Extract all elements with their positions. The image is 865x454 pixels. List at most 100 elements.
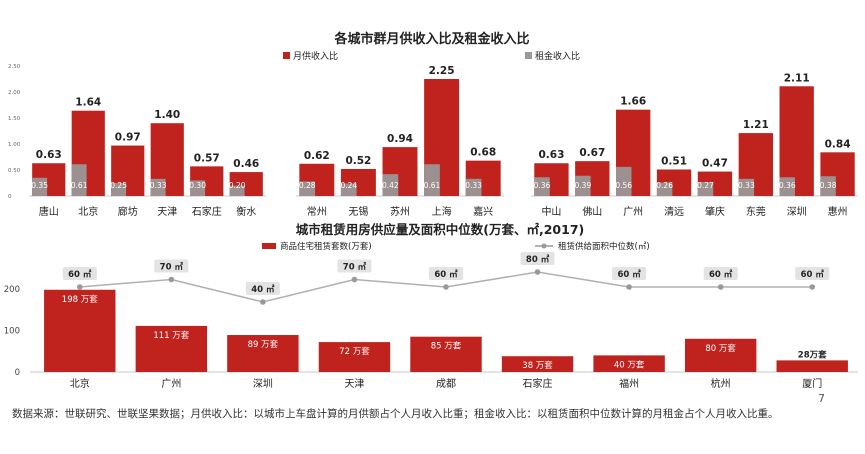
data-label: 0.28 [299, 181, 316, 190]
legend-swatch [525, 52, 532, 59]
x-tick-label: 东莞 [746, 205, 766, 218]
data-label: 0.67 [579, 147, 605, 159]
x-tick-label: 廊坊 [118, 205, 138, 218]
line-point [260, 299, 266, 305]
x-tick-label: 中山 [541, 205, 561, 218]
x-tick-label: 天津 [157, 206, 177, 218]
bar-rental-units [135, 325, 208, 372]
bar-rent-ratio [71, 164, 87, 196]
x-tick-label: 苏州 [390, 205, 410, 218]
data-label: 0.63 [36, 149, 62, 161]
bar-rent-ratio [32, 177, 48, 196]
data-label: 0.57 [194, 152, 220, 164]
data-label: 0.51 [661, 155, 687, 167]
x-tick-label: 肇庆 [705, 205, 725, 218]
page-number: 7 [818, 392, 825, 405]
y-tick-label: 1.00 [8, 142, 21, 148]
y-tick-label: 0 [15, 368, 20, 378]
data-label: 0.26 [656, 181, 673, 190]
data-label: 0.35 [31, 181, 48, 190]
bar-rental-units [684, 338, 757, 372]
x-tick-label: 无锡 [348, 205, 368, 218]
data-label: 85 万套 [431, 341, 462, 352]
line-label-box [795, 267, 830, 280]
data-label: 60 ㎡ [709, 269, 733, 280]
data-label: 0.36 [779, 181, 796, 190]
x-tick-label: 深圳 [253, 378, 273, 390]
x-tick-label: 衡水 [236, 206, 256, 218]
data-label: 0.33 [150, 181, 167, 190]
bar-rent-ratio [340, 183, 357, 196]
x-tick-label: 常州 [307, 205, 327, 218]
bar-rental-units [318, 342, 391, 372]
data-label: 198 万套 [62, 294, 98, 305]
legend-swatch [262, 243, 276, 249]
legend-swatch [541, 243, 547, 249]
chart-title: 各城市群月供收入比及租金收入比 [333, 31, 529, 47]
x-tick-label: 厦门 [802, 377, 822, 390]
data-label: 0.27 [697, 181, 714, 190]
bar-rent-ratio [656, 182, 673, 196]
data-label: 60 ㎡ [617, 269, 641, 280]
data-label: 0.30 [189, 181, 206, 190]
data-label: 72 万套 [339, 346, 370, 357]
bar-rental-units [593, 355, 665, 372]
data-label: 28万套 [798, 349, 827, 360]
bar-rent-ratio [382, 174, 399, 196]
bar-rent-ratio [111, 183, 127, 196]
rental-supply-chart: 城市租赁用房供应量及面积中位数(万套、㎡,2017) 商品住宅租赁套数(万套) 租赁… [4, 222, 858, 390]
line-point [626, 284, 632, 290]
data-label: 40 万套 [614, 359, 645, 370]
bar-rent-ratio [424, 164, 440, 196]
data-label: 80 万套 [705, 343, 736, 354]
x-tick-label: 广州 [623, 206, 643, 218]
x-tick-label: 惠州 [828, 205, 848, 218]
bar-rental-units [227, 335, 299, 372]
line-label-box [245, 282, 280, 295]
x-tick-label: 清远 [664, 205, 684, 218]
bar-rent-ratio [150, 178, 166, 196]
data-label: 0.33 [738, 181, 755, 190]
x-tick-label: 广州 [161, 378, 181, 390]
bar-rent-ratio [534, 177, 550, 196]
line-label-box [703, 267, 738, 280]
bar-rent-ratio [738, 178, 755, 196]
data-label: 0.56 [615, 181, 632, 190]
data-label: 1.40 [154, 109, 180, 121]
bar-rent-ratio [190, 180, 206, 196]
data-label: 0.63 [538, 149, 564, 161]
bar-rent-ratio [465, 178, 482, 196]
data-label: 70 ㎡ [343, 262, 367, 273]
line-label-box [520, 252, 555, 265]
data-label: 0.24 [340, 181, 357, 190]
data-label: 1.64 [75, 97, 101, 109]
data-label: 2.25 [429, 65, 455, 77]
legend-label: 商品住宅租赁套数(万套) [280, 241, 372, 252]
bar-rent-ratio [779, 177, 795, 196]
bar-rent-ratio [697, 181, 714, 196]
data-label: 0.68 [470, 147, 496, 159]
line-point [168, 276, 175, 283]
line-label-box [154, 259, 189, 273]
line-point [809, 284, 816, 290]
line-point [443, 284, 449, 290]
data-label: 0.38 [820, 181, 837, 190]
source-note: 数据来源：世联研究、世联坚果数据；月供收入比：以城市上车盘计算的月供额占个人月收… [12, 408, 779, 420]
x-tick-label: 北京 [78, 205, 98, 218]
bar-rent-ratio [299, 181, 316, 196]
data-label: 40 ㎡ [251, 284, 275, 295]
bar-rental-units [410, 336, 482, 372]
line-label-box [612, 267, 647, 280]
y-tick-label: 2.00 [8, 90, 21, 96]
y-tick-label: 200 [4, 285, 20, 295]
data-label: 0.36 [534, 181, 551, 190]
legend-label: 月供收入比 [293, 50, 338, 62]
data-label: 0.46 [233, 158, 259, 170]
data-label: 0.61 [424, 181, 441, 190]
line-point [717, 284, 724, 290]
data-label: 60 ㎡ [434, 269, 458, 280]
data-label: 111 万套 [153, 330, 189, 341]
data-label: 0.62 [304, 150, 330, 162]
